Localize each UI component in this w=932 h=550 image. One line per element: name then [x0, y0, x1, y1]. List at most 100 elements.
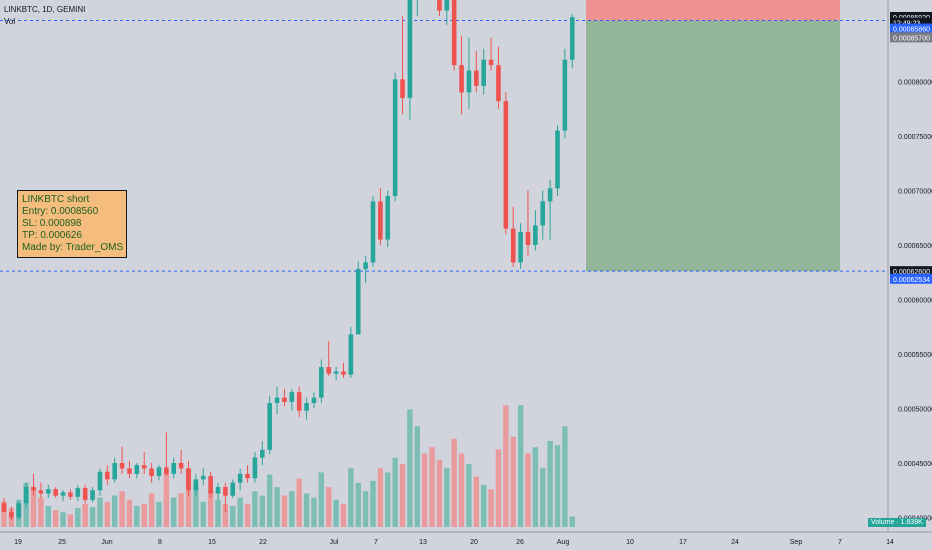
candle-body[interactable]: [451, 0, 457, 66]
candle-body[interactable]: [555, 130, 560, 189]
candle-body[interactable]: [230, 482, 236, 496]
candle-body[interactable]: [23, 486, 29, 504]
candle-body[interactable]: [444, 0, 450, 11]
candle-body[interactable]: [245, 473, 250, 479]
trade-note-box[interactable]: LINKBTC short Entry: 0.0008560 SL: 0.000…: [17, 190, 127, 258]
candle-body[interactable]: [38, 490, 44, 494]
candle-body[interactable]: [105, 471, 110, 480]
candle-body[interactable]: [208, 476, 213, 494]
volume-bar: [104, 501, 111, 527]
candle-body[interactable]: [223, 486, 228, 496]
candle-body[interactable]: [355, 268, 361, 335]
candle-body[interactable]: [503, 101, 509, 229]
candle-body[interactable]: [164, 467, 169, 474]
price-badge: [890, 32, 932, 43]
candle-body[interactable]: [385, 195, 391, 240]
volume-bar: [362, 491, 369, 527]
volume-bar: [274, 487, 280, 527]
volume-bar: [436, 459, 443, 527]
candle-body[interactable]: [533, 225, 538, 245]
take-profit-zone[interactable]: [586, 20, 840, 272]
candle-body[interactable]: [569, 17, 575, 60]
candle-body[interactable]: [127, 468, 132, 474]
price-badge-label: 0.00062534: [893, 277, 930, 284]
candle-body[interactable]: [260, 449, 265, 458]
candle-body[interactable]: [186, 468, 191, 491]
candle-body[interactable]: [16, 503, 22, 518]
volume-bar: [141, 503, 147, 527]
candle-body[interactable]: [215, 486, 221, 494]
candle-body[interactable]: [193, 479, 199, 491]
candle-body[interactable]: [400, 79, 405, 98]
candle-body[interactable]: [282, 397, 287, 402]
candle-body[interactable]: [252, 457, 258, 479]
price-tick-label: 0.00050000: [898, 407, 932, 414]
candle-body[interactable]: [407, 0, 413, 98]
candle-body[interactable]: [378, 201, 383, 240]
candle-body[interactable]: [333, 371, 339, 374]
candle-body[interactable]: [459, 65, 464, 93]
candle-body[interactable]: [119, 463, 125, 469]
candle-body[interactable]: [518, 231, 523, 263]
candle-body[interactable]: [200, 476, 206, 480]
candle-body[interactable]: [562, 59, 568, 131]
price-tick-label: 0.00045000: [898, 461, 932, 468]
candle-body[interactable]: [496, 65, 501, 102]
candle-body[interactable]: [9, 512, 14, 518]
candle-body[interactable]: [237, 473, 243, 483]
volume-bar: [134, 506, 140, 527]
candle-body[interactable]: [547, 188, 553, 202]
candle-body[interactable]: [348, 334, 354, 375]
candle-body[interactable]: [149, 468, 154, 477]
candle-body[interactable]: [171, 463, 177, 474]
candle-body[interactable]: [45, 489, 51, 494]
volume-bar: [451, 438, 457, 527]
candle-body[interactable]: [437, 0, 442, 11]
volume-bar: [222, 503, 229, 527]
candle-body[interactable]: [466, 70, 472, 93]
candle-body[interactable]: [178, 463, 184, 469]
candle-body[interactable]: [97, 471, 103, 491]
candle-body[interactable]: [488, 59, 494, 66]
candle-body[interactable]: [289, 392, 295, 402]
candle-body[interactable]: [304, 403, 309, 411]
candle-body[interactable]: [31, 486, 36, 491]
candle-body[interactable]: [392, 79, 398, 196]
volume-bar: [252, 491, 258, 527]
candle-body[interactable]: [540, 201, 546, 226]
candle-body[interactable]: [341, 371, 346, 375]
time-tick-label: Jun: [101, 539, 112, 546]
candle-body[interactable]: [319, 367, 324, 398]
candle-body[interactable]: [75, 488, 81, 497]
stop-loss-zone[interactable]: [586, 0, 840, 21]
candle-body[interactable]: [1, 503, 7, 513]
candle-body[interactable]: [53, 489, 58, 496]
candle-body[interactable]: [267, 403, 272, 450]
candle-body[interactable]: [481, 59, 486, 86]
candle-body[interactable]: [525, 231, 531, 245]
candle-body[interactable]: [474, 70, 479, 86]
volume-bar: [244, 503, 251, 527]
candle-body[interactable]: [311, 397, 317, 404]
candle-body[interactable]: [141, 465, 147, 469]
symbol-title[interactable]: LINKBTC, 1D, GEMINI: [4, 5, 86, 14]
volume-bar: [444, 468, 450, 527]
volume-indicator-label[interactable]: Vol: [4, 17, 16, 26]
candle-body[interactable]: [370, 201, 376, 263]
candle-body[interactable]: [274, 397, 280, 404]
candle-body[interactable]: [68, 492, 73, 497]
price-tick-label: 0.00070000: [898, 189, 932, 196]
volume-bar: [185, 468, 192, 527]
candle-body[interactable]: [112, 463, 117, 480]
candle-body[interactable]: [510, 228, 516, 263]
candle-body[interactable]: [156, 467, 162, 477]
candle-body[interactable]: [134, 465, 140, 474]
candle-body[interactable]: [363, 262, 368, 269]
candle-body[interactable]: [60, 492, 66, 496]
price-badge: [890, 273, 932, 284]
candle-body[interactable]: [90, 490, 95, 501]
candle-body[interactable]: [296, 392, 302, 411]
candle-body[interactable]: [82, 488, 88, 501]
candle-body[interactable]: [326, 367, 332, 374]
